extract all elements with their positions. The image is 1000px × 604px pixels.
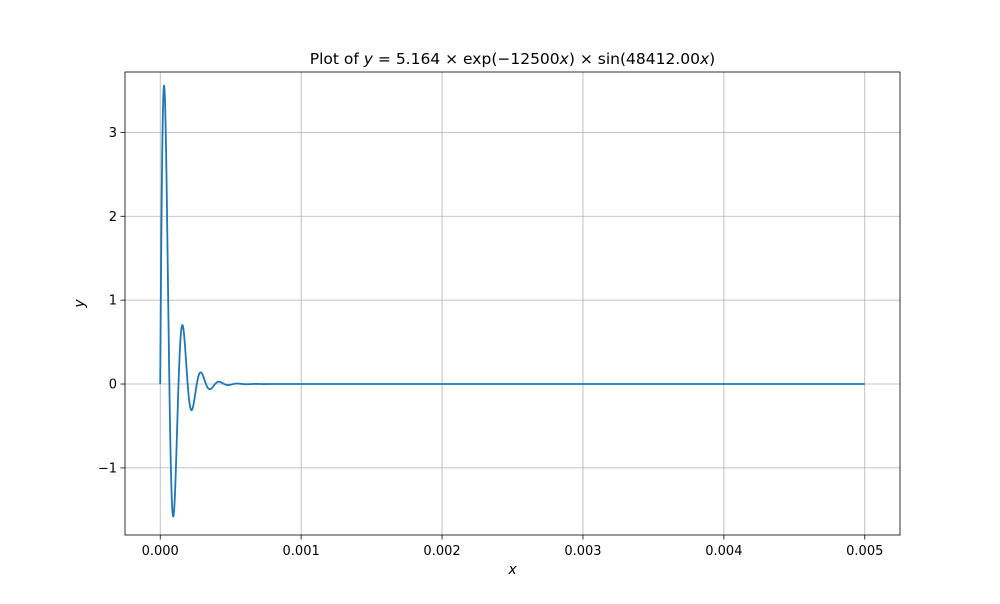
title-prefix: Plot of [310,50,364,68]
y-axis-label: y [72,299,88,309]
x-tick-label: 0.002 [423,544,460,559]
title-var-y: y [363,50,374,68]
line-layer [159,84,866,518]
x-tick-label: 0.000 [142,544,179,559]
title-equals: = 5.164 × exp(−12500 [373,50,560,68]
series-line [159,84,866,518]
x-tick-label: 0.005 [846,544,883,559]
x-tick-label: 0.004 [705,544,742,559]
x-axis-label: x [507,562,517,578]
title-suffix: ) [709,50,715,68]
plot-frame [124,71,901,536]
chart-title: Plot of y = 5.164 × exp(−12500x) × sin(4… [310,50,715,68]
title-var-x1: x [559,50,570,68]
title-mid: ) × sin(48412.00 [569,50,700,68]
y-tick-label: 2 [109,210,117,225]
y-tick-label: 3 [109,126,117,141]
x-tick-label: 0.003 [564,544,601,559]
y-tick-label: 1 [109,294,117,309]
tick-layer: 0.000 0.001 0.002 0.003 0.004 0.005 −1 0 1 2 3 [98,126,884,559]
title-var-x2: x [699,50,710,68]
y-tick-label: 0 [109,378,117,393]
x-tick-label: 0.001 [283,544,320,559]
y-tick-label: −1 [98,461,117,476]
